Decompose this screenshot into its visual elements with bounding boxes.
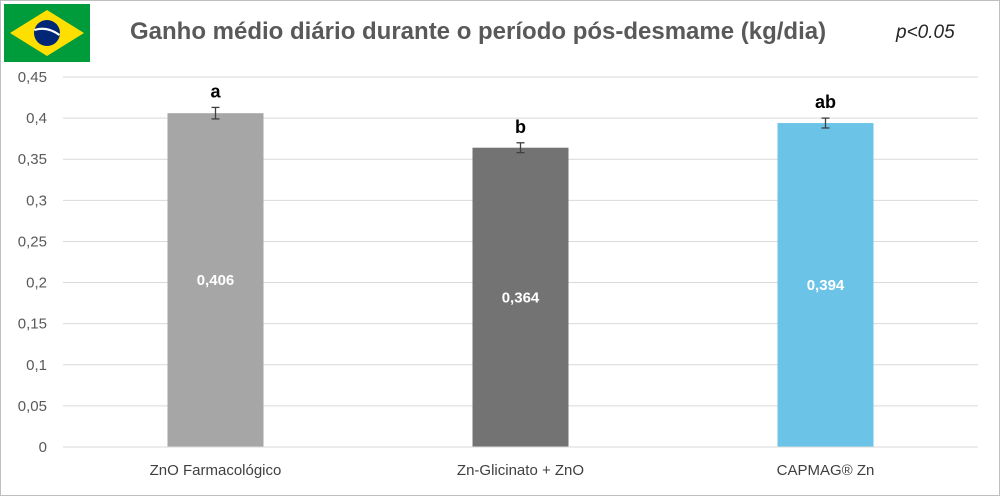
bar (167, 113, 264, 447)
error-bar (821, 117, 830, 129)
y-tick-label: 0,05 (18, 398, 47, 415)
bar (777, 123, 874, 448)
y-tick-label: 0,3 (26, 192, 47, 209)
y-tick-label: 0,35 (18, 151, 47, 168)
x-axis-categories: ZnO Farmacológico Zn-Glicinato + ZnO CAPMA… (150, 462, 875, 479)
x-category-label: CAPMAG® Zn (777, 462, 875, 479)
bars (167, 113, 874, 448)
y-tick-label: 0,4 (26, 110, 47, 127)
x-category-label: ZnO Farmacológico (150, 462, 282, 479)
y-tick-label: 0,1 (26, 357, 47, 374)
y-tick-label: 0 (39, 439, 47, 456)
data-labels: 0,406 0,364 0,394 (197, 272, 845, 306)
data-label: 0,364 (502, 289, 540, 306)
y-axis-ticks: 0 0,05 0,1 0,15 0,2 0,25 0,3 0,35 0,4 0,45 (18, 69, 47, 456)
chart-title: Ganho médio diário durante o período pós… (130, 18, 827, 45)
y-tick-label: 0,45 (18, 69, 47, 86)
y-tick-label: 0,25 (18, 233, 47, 250)
p-value-label: p<0.05 (896, 22, 955, 43)
significance-letter: a (210, 81, 221, 101)
x-category-label: Zn-Glicinato + ZnO (457, 462, 584, 479)
y-tick-label: 0,2 (26, 275, 47, 292)
error-bars (211, 106, 830, 154)
significance-letter: ab (815, 92, 836, 112)
brazil-flag-icon (4, 4, 90, 62)
data-label: 0,406 (197, 272, 235, 289)
error-bar (516, 142, 525, 154)
significance-letter: b (515, 117, 526, 137)
data-label: 0,394 (807, 277, 845, 294)
error-bar (211, 106, 220, 120)
y-tick-label: 0,15 (18, 316, 47, 333)
bar (472, 147, 569, 447)
